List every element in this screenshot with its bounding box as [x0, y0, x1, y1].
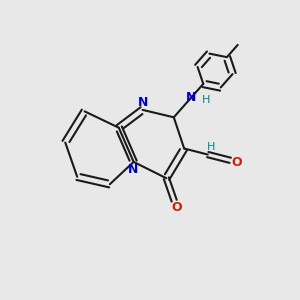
Text: N: N	[185, 91, 196, 103]
Text: O: O	[171, 201, 182, 214]
Text: O: O	[232, 155, 242, 169]
Text: N: N	[128, 163, 138, 176]
Text: H: H	[202, 95, 210, 105]
Text: N: N	[137, 96, 148, 109]
Text: H: H	[207, 142, 215, 152]
